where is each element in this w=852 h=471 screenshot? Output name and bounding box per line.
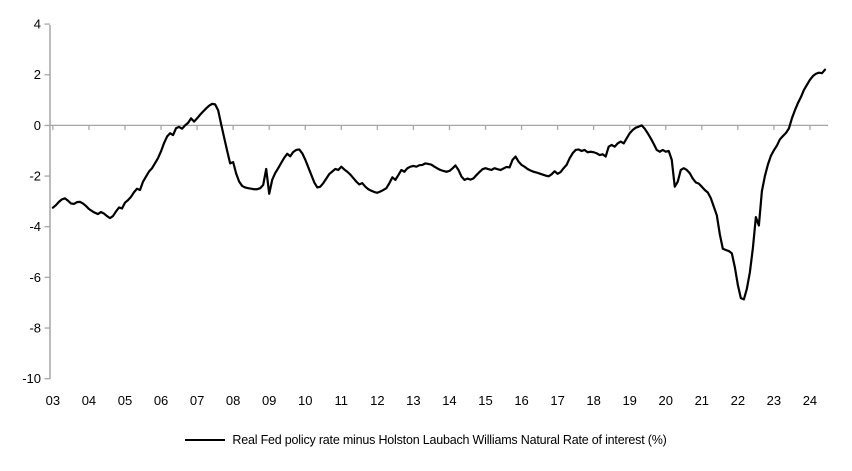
y-tick-label: 0 (34, 118, 41, 133)
x-tick-label: 19 (622, 393, 636, 408)
x-tick-label: 08 (226, 393, 240, 408)
x-tick-label: 21 (695, 393, 709, 408)
x-tick-label: 05 (118, 393, 132, 408)
x-tick-label: 13 (406, 393, 420, 408)
x-tick-label: 09 (262, 393, 276, 408)
data-line-series (51, 68, 827, 301)
x-tick-label: 12 (370, 393, 384, 408)
legend: Real Fed policy rate minus Holston Lauba… (0, 433, 852, 447)
y-tick-label: -8 (29, 321, 41, 336)
x-tick-label: 07 (190, 393, 204, 408)
y-tick-label: -4 (29, 219, 41, 234)
y-tick-label: -10 (22, 371, 41, 386)
x-tick-label: 16 (514, 393, 528, 408)
x-tick-label: 11 (335, 393, 349, 408)
x-tick-label: 23 (767, 393, 781, 408)
x-tick-label: 04 (82, 393, 96, 408)
y-tick-label: 4 (34, 17, 41, 32)
x-tick-label: 17 (550, 393, 564, 408)
x-tick-label: 10 (298, 393, 312, 408)
y-tick-label: -2 (29, 169, 41, 184)
x-tick-label: 22 (731, 393, 745, 408)
x-tick-label: 14 (442, 393, 456, 408)
x-tick-label: 06 (154, 393, 168, 408)
x-tick-label: 15 (478, 393, 492, 408)
y-tick-label: 2 (34, 67, 41, 82)
x-tick-label: 20 (659, 393, 673, 408)
y-tick-label: -6 (29, 270, 41, 285)
x-tick-label: 03 (46, 393, 60, 408)
x-tick-label: 18 (586, 393, 600, 408)
legend-line-swatch (185, 439, 226, 441)
legend-label: Real Fed policy rate minus Holston Lauba… (232, 433, 667, 447)
x-tick-label: 24 (803, 393, 817, 408)
